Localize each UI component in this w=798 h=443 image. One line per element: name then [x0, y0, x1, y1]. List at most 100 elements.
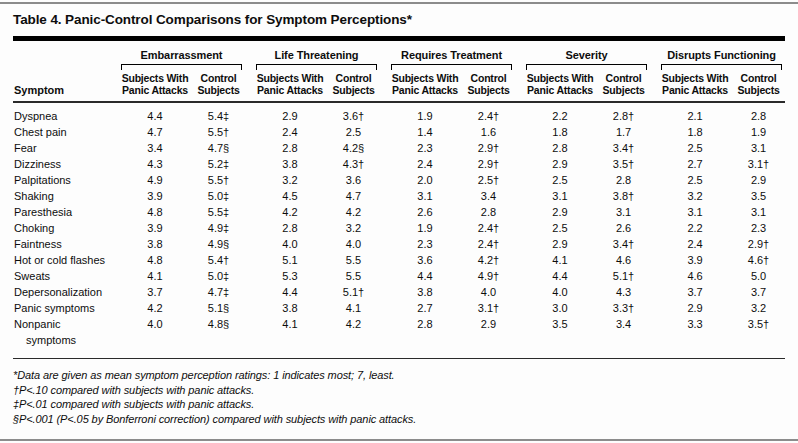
subheader-panic-attacks: Subjects WithPanic Attacks — [118, 71, 192, 101]
value-cell: 4.0 — [253, 236, 327, 252]
value-cell: 5.3 — [253, 268, 327, 284]
value-cell: 4.2 — [327, 204, 380, 220]
value-cell: 4.2 — [327, 316, 380, 348]
value-cell: 2.3 — [388, 236, 462, 252]
symptom-cell: Dyspnea — [13, 108, 118, 124]
column-gap — [380, 188, 388, 204]
column-gap — [650, 172, 658, 188]
value-cell: 3.1† — [732, 156, 785, 172]
column-gap — [380, 252, 388, 268]
value-cell: 4.3 — [597, 284, 650, 300]
value-cell: 4.8 — [118, 204, 192, 220]
value-cell: 1.9 — [388, 108, 462, 124]
symptom-cell: Faintness — [13, 236, 118, 252]
symptom-cell: Paresthesia — [13, 204, 118, 220]
value-cell: 4.0 — [523, 284, 597, 300]
column-gap — [515, 268, 523, 284]
group-header-severity: Severity — [523, 41, 650, 62]
value-cell: 3.4 — [462, 188, 515, 204]
value-cell: 2.5† — [462, 172, 515, 188]
value-cell: 2.4† — [462, 108, 515, 124]
footnote-double-dagger: ‡P<.01 compared with subjects with panic… — [13, 397, 785, 412]
value-cell: 3.6 — [327, 172, 380, 188]
footnotes: *Data are given as mean symptom percepti… — [13, 368, 785, 426]
value-cell: 4.0 — [327, 236, 380, 252]
value-cell: 3.1 — [732, 204, 785, 220]
column-gap — [515, 156, 523, 172]
column-gap — [650, 220, 658, 236]
column-group-bracket — [526, 64, 647, 70]
value-cell: 2.8 — [253, 220, 327, 236]
value-cell: 4.7 — [327, 188, 380, 204]
value-cell: 3.2 — [658, 188, 732, 204]
value-cell: 5.5 — [327, 268, 380, 284]
column-gap — [245, 236, 253, 252]
table-row: Chest pain4.75.5†2.42.51.41.61.81.71.81.… — [13, 124, 785, 140]
value-cell: 5.1 — [253, 252, 327, 268]
column-gap — [515, 188, 523, 204]
table-bottom-rule — [13, 358, 785, 360]
value-cell: 3.8 — [388, 284, 462, 300]
column-gap — [515, 124, 523, 140]
value-cell: 5.5‡ — [192, 204, 245, 220]
symptom-cell: Dizziness — [13, 156, 118, 172]
column-gap — [380, 140, 388, 156]
value-cell: 2.5 — [523, 220, 597, 236]
value-cell: 5.0 — [732, 268, 785, 284]
value-cell: 3.1 — [732, 140, 785, 156]
subheader-panic-attacks: Subjects WithPanic Attacks — [253, 71, 327, 101]
value-cell: 3.1† — [462, 300, 515, 316]
column-gap — [515, 284, 523, 300]
value-cell: 3.2 — [732, 300, 785, 316]
column-gap — [515, 172, 523, 188]
value-cell: 2.5 — [327, 124, 380, 140]
footer-rule-row — [13, 358, 785, 360]
column-group-bracket — [256, 64, 377, 70]
subheader-control-subjects: ControlSubjects — [192, 71, 245, 101]
group-header-disrupts-functioning: Disrupts Functioning — [658, 41, 785, 62]
value-cell: 2.2 — [523, 108, 597, 124]
column-gap — [380, 220, 388, 236]
value-cell: 4.7‡ — [192, 284, 245, 300]
column-group-row: Embarrassment Life Threatening Requires … — [13, 41, 785, 62]
table-row: Paresthesia4.85.5‡4.24.22.62.82.93.13.13… — [13, 204, 785, 220]
value-cell: 1.9 — [732, 124, 785, 140]
value-cell: 5.5† — [192, 124, 245, 140]
value-cell: 3.1 — [658, 204, 732, 220]
value-cell: 2.7 — [388, 300, 462, 316]
value-cell: 2.9 — [523, 204, 597, 220]
table-row: Choking3.94.9‡2.83.21.92.4†2.52.62.22.3 — [13, 220, 785, 236]
value-cell: 5.1§ — [192, 300, 245, 316]
column-gap — [245, 204, 253, 220]
value-cell: 4.4 — [253, 284, 327, 300]
value-cell: 4.9‡ — [192, 220, 245, 236]
value-cell: 2.9† — [462, 140, 515, 156]
subheader-control-subjects: ControlSubjects — [327, 71, 380, 101]
value-cell: 2.8 — [597, 172, 650, 188]
value-cell: 4.6† — [732, 252, 785, 268]
column-gap — [245, 140, 253, 156]
value-cell: 4.4 — [523, 268, 597, 284]
value-cell: 1.8 — [658, 124, 732, 140]
value-cell: 4.2† — [462, 252, 515, 268]
symptom-col-spacer — [13, 41, 118, 62]
value-cell: 2.1 — [658, 108, 732, 124]
value-cell: 4.1 — [523, 252, 597, 268]
column-gap — [515, 108, 523, 124]
column-gap — [380, 172, 388, 188]
value-cell: 3.3† — [597, 300, 650, 316]
value-cell: 4.8 — [118, 252, 192, 268]
value-cell: 4.0 — [462, 284, 515, 300]
column-gap — [245, 300, 253, 316]
value-cell: 3.3 — [658, 316, 732, 348]
value-cell: 3.6 — [388, 252, 462, 268]
footnote-section: §P<.001 (P<.05 by Bonferroni correction)… — [13, 412, 785, 427]
value-cell: 4.3† — [327, 156, 380, 172]
value-cell: 2.4 — [658, 236, 732, 252]
footnote-dagger: †P<.10 compared with subjects with panic… — [13, 383, 785, 398]
value-cell: 2.8 — [732, 108, 785, 124]
column-gap — [245, 188, 253, 204]
value-cell: 2.9 — [523, 236, 597, 252]
column-gap — [380, 124, 388, 140]
value-cell: 2.3 — [388, 140, 462, 156]
